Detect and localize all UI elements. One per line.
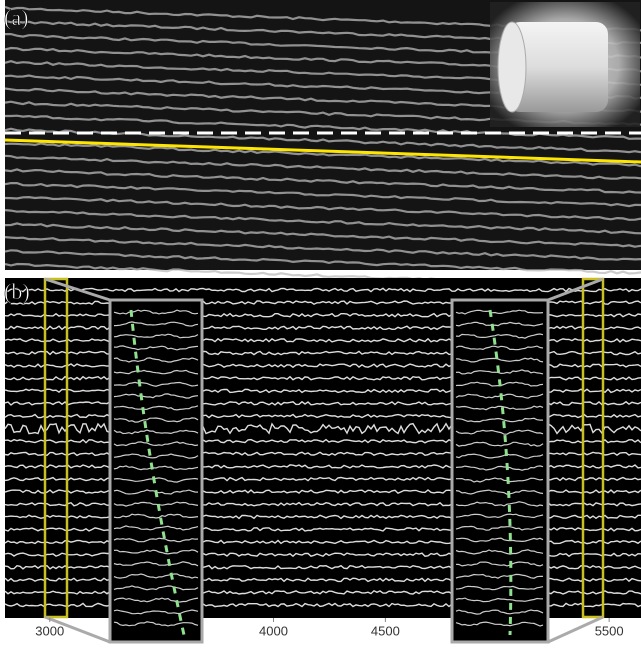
- x-tick-label: 3000: [35, 623, 64, 638]
- zoom-inset: [450, 298, 550, 644]
- inset-trace: [455, 585, 544, 591]
- cylinder: [508, 22, 608, 112]
- inset-trace: [113, 585, 199, 591]
- inset-trace: [455, 321, 544, 327]
- inset-trace: [455, 501, 544, 507]
- zoom-connector: [547, 615, 604, 644]
- zoom-inset: [108, 298, 204, 644]
- fibre-stripe: [4, 154, 641, 180]
- inset-trace: [113, 321, 199, 327]
- fibre-stripe: [4, 209, 641, 235]
- selection-window: [581, 277, 605, 619]
- inset-trace: [113, 609, 199, 615]
- inset-trace: [455, 429, 544, 435]
- inset-trace: [113, 417, 199, 423]
- yellow-line: [4, 138, 641, 164]
- inset-trace: [113, 573, 199, 579]
- inset-trace: [455, 345, 544, 351]
- inset-trace: [113, 513, 199, 519]
- inset-trace: [455, 393, 544, 399]
- inset-trace: [113, 453, 199, 459]
- inset-trace: [113, 309, 199, 315]
- inset-trace: [113, 537, 199, 543]
- inset-trace: [113, 345, 199, 351]
- inset-trace: [113, 381, 199, 387]
- zoom-connector: [44, 277, 111, 302]
- inset-trace: [113, 441, 199, 447]
- x-tick-label: 4500: [371, 623, 400, 638]
- fibre-stripe: [4, 195, 641, 221]
- x-tick-label: 5500: [595, 623, 624, 638]
- inset-trace: [455, 369, 544, 375]
- inset-trace: [113, 465, 199, 471]
- inset-trace: [455, 309, 544, 315]
- zoom-connector: [547, 277, 604, 302]
- fibre-stripe: [5, 114, 641, 140]
- inset-trace: [113, 429, 199, 435]
- inset-trace: [455, 417, 543, 423]
- fibre-stripe: [4, 142, 641, 168]
- inset-trace: [455, 537, 544, 543]
- inset-trace: [113, 477, 199, 483]
- inset-trace: [113, 393, 199, 399]
- fibre-stripe: [4, 222, 641, 248]
- inset-trace: [113, 597, 199, 603]
- inset-trace: [455, 465, 544, 471]
- trace: [4, 287, 641, 293]
- inset-trace: [455, 333, 544, 339]
- x-tick-label: 4000: [259, 623, 288, 638]
- inset-trace: [455, 525, 544, 531]
- fibre-stripe: [4, 249, 641, 275]
- inset-trace: [113, 549, 199, 555]
- inset-trace: [113, 405, 199, 411]
- inset-trace: [113, 333, 199, 339]
- zoom-connector: [44, 615, 111, 644]
- inset-trace: [113, 357, 199, 363]
- panel-a: [4, 0, 641, 288]
- inset-trace: [455, 453, 544, 459]
- inset-trace: [455, 513, 544, 519]
- inset-trace: [113, 501, 199, 507]
- inset-trace: [113, 525, 199, 531]
- selection-window: [43, 277, 69, 619]
- inset-trace: [113, 621, 199, 627]
- fibre-stripe: [4, 182, 641, 208]
- inset-trace: [113, 369, 199, 375]
- inset-trace: [455, 573, 544, 579]
- inset-trace: [455, 357, 544, 363]
- panel-label: (a): [4, 5, 28, 30]
- picked-arrival: [129, 309, 186, 636]
- inset-trace: [455, 549, 544, 555]
- fibre-stripe: [4, 236, 641, 261]
- panel-label: (b): [4, 279, 30, 304]
- fibre-stripe: [4, 168, 641, 194]
- overlay: [43, 277, 605, 644]
- inset-trace: [455, 597, 544, 603]
- cylinder-end: [497, 21, 527, 113]
- inset-trace: [455, 609, 544, 615]
- inset-trace: [455, 441, 544, 447]
- picked-arrival: [488, 309, 513, 636]
- inset-trace: [456, 477, 544, 483]
- inset-trace: [455, 561, 544, 567]
- inset-trace: [455, 405, 544, 411]
- inset-trace: [113, 561, 199, 567]
- inset-trace: [455, 489, 544, 495]
- inset-trace: [455, 621, 544, 627]
